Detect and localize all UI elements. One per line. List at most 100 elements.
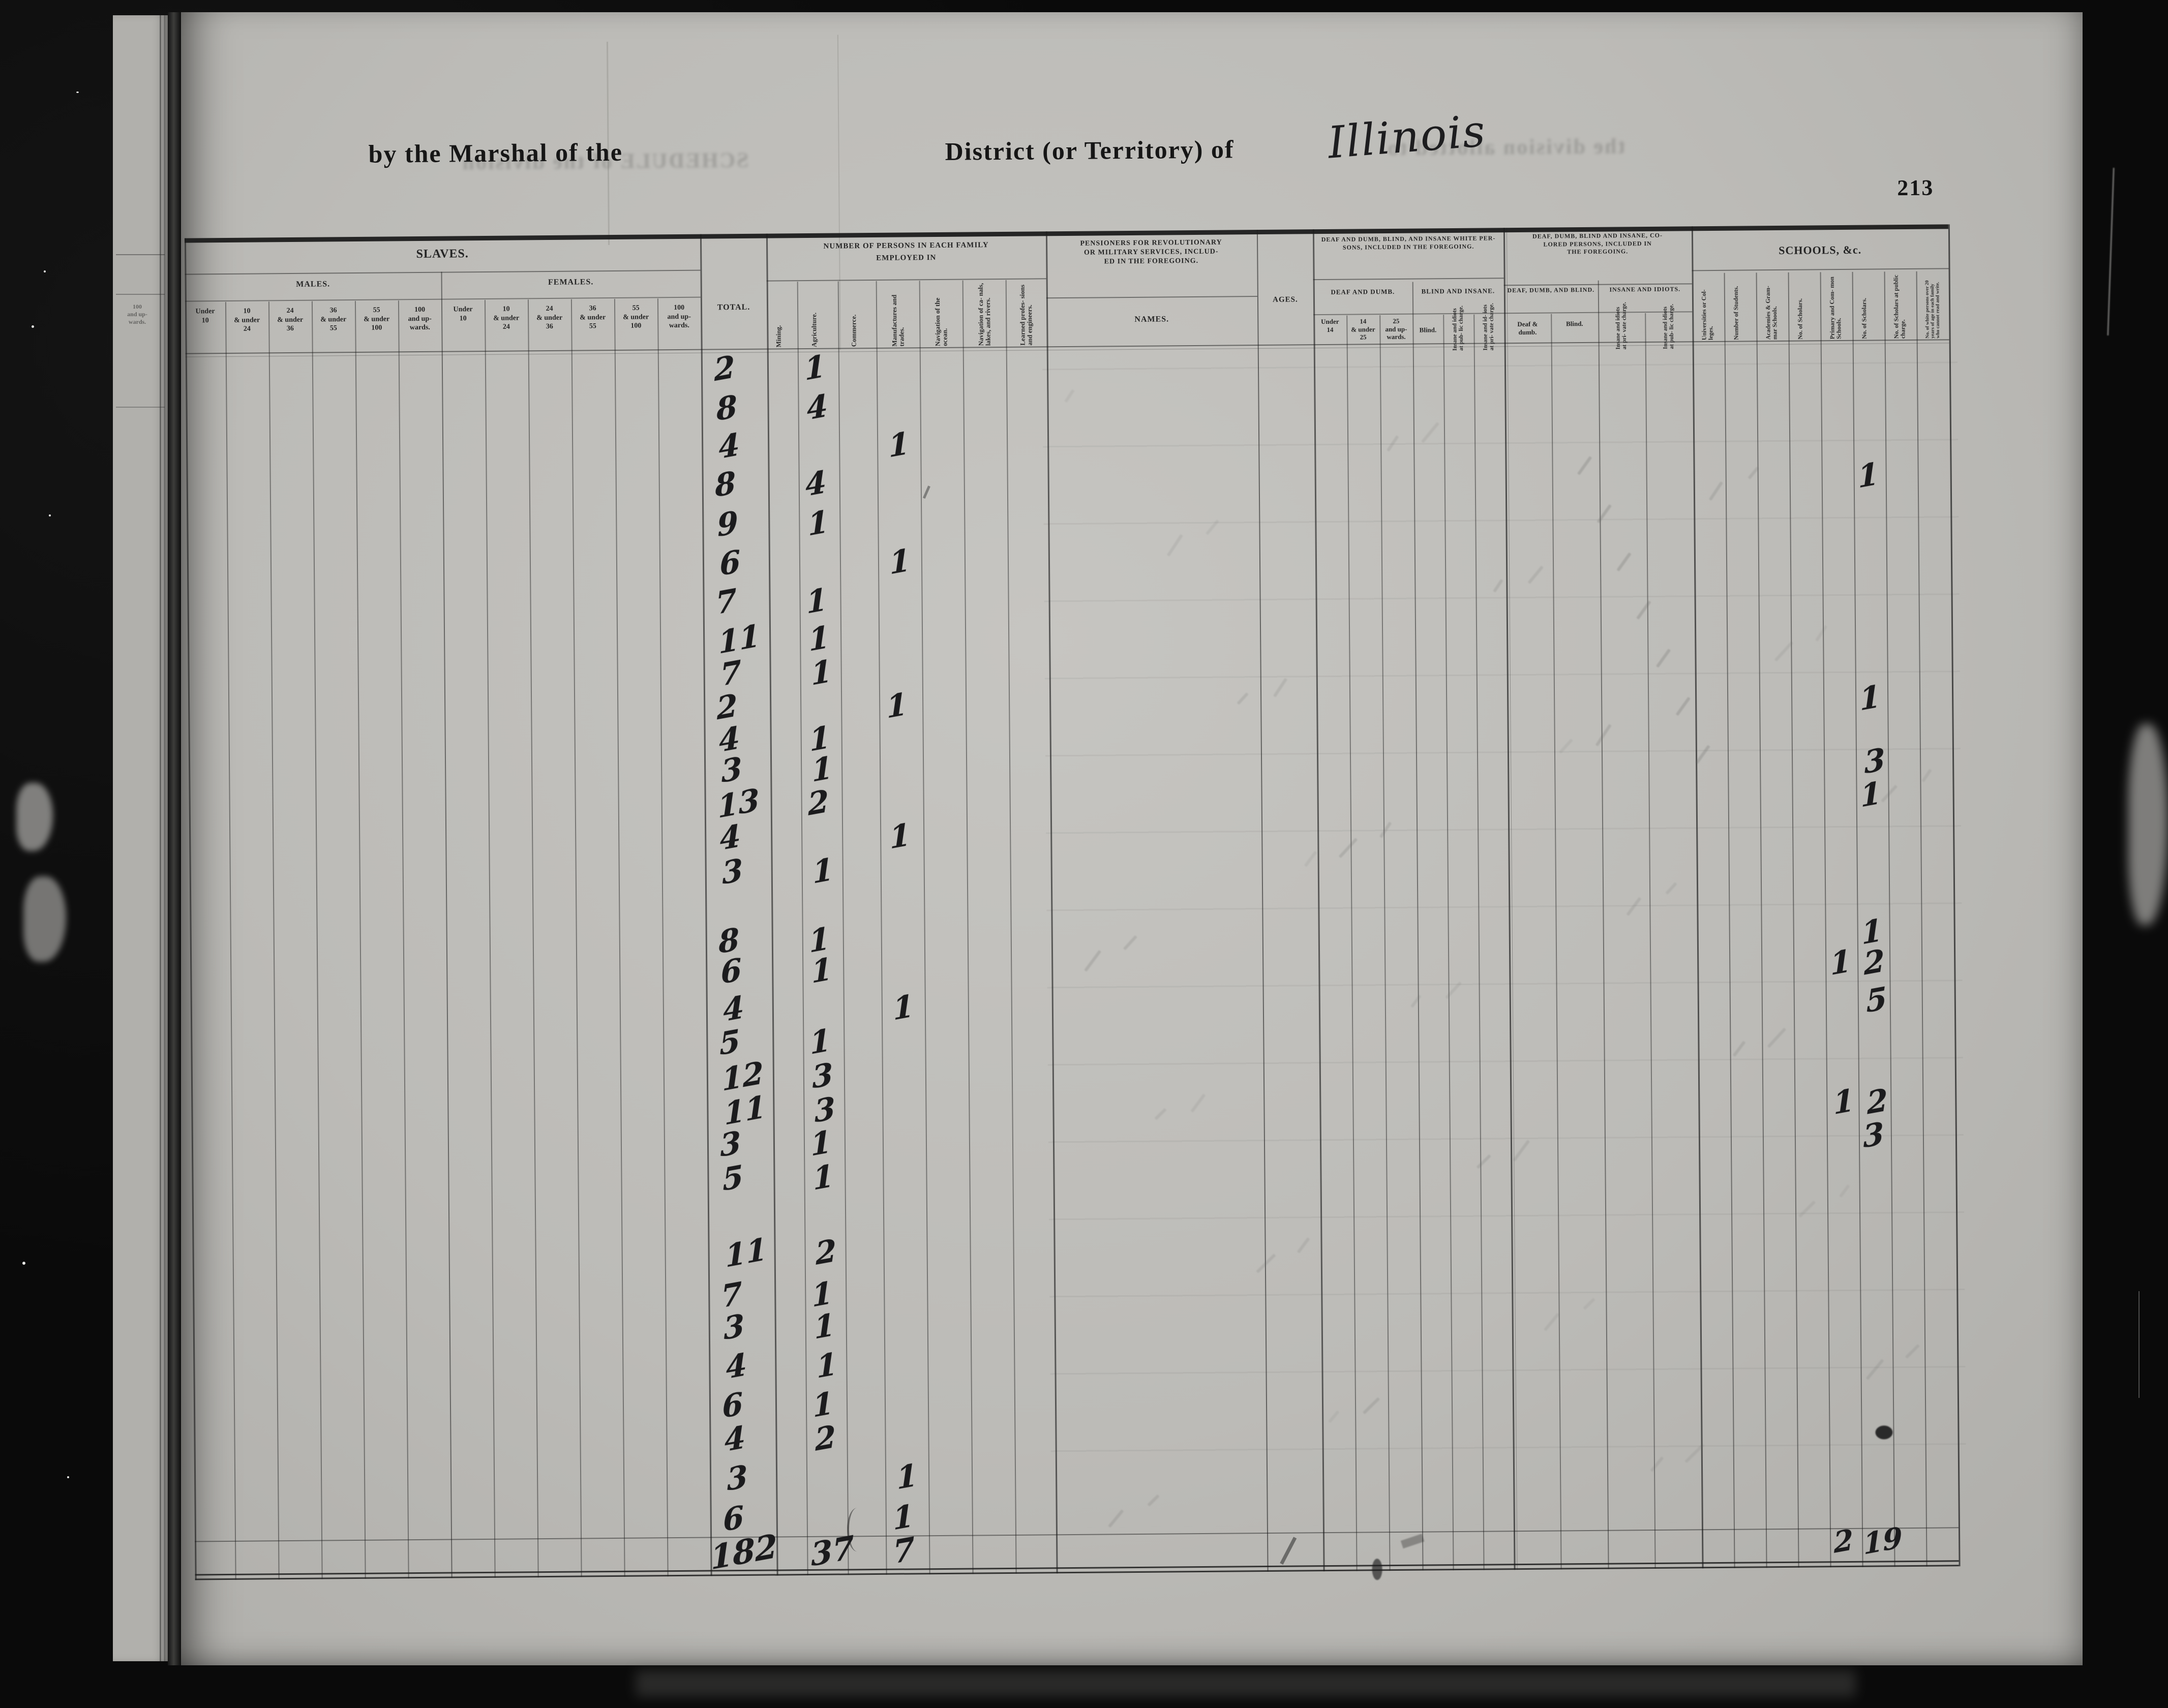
- table-column-rule: [1724, 272, 1735, 1568]
- entry-manufactures: 1: [888, 542, 911, 582]
- table-column-rule: [184, 238, 197, 1580]
- film-streak: [2139, 1291, 2140, 1398]
- table-column-rule: [837, 281, 849, 1575]
- table-column-rule: [311, 301, 323, 1579]
- schools-column-header: No. of Scholars at public charge.: [1892, 274, 1907, 339]
- schools-column-header: Universities or Col- leges.: [1700, 289, 1714, 341]
- schools-column-header: Number of Students.: [1732, 286, 1740, 340]
- employed-column-header: Commerce.: [849, 314, 858, 347]
- bleedthrough-stroke: [1798, 1200, 1816, 1218]
- table-column-rule: [225, 301, 236, 1580]
- entry-total: 7: [719, 654, 742, 694]
- entry-total: 6: [720, 952, 743, 992]
- employed-column-header: Mining.: [774, 325, 782, 348]
- entry-agriculture: 3: [811, 1056, 834, 1096]
- bleedthrough-stroke: [1513, 1140, 1530, 1162]
- entry-total: 2: [713, 349, 736, 389]
- bleedthrough-stroke: [1476, 1154, 1491, 1169]
- employed-title-line1: NUMBER OF PERSONS IN EACH FAMILY: [823, 241, 989, 251]
- slaves-male-age-column-header: Under 10: [195, 308, 215, 324]
- schools-section-title: SCHOOLS, &c.: [1779, 243, 1862, 257]
- entry-total: 4: [718, 426, 741, 467]
- entry-agriculture: 4: [804, 464, 827, 504]
- entry-total: 4: [725, 1347, 748, 1387]
- entry-manufactures: 1: [886, 686, 909, 726]
- entry-agriculture: 1: [812, 1157, 835, 1198]
- table-horizontal-rule: [185, 339, 1949, 354]
- table-column-rule: [1503, 228, 1516, 1570]
- entry-agriculture: 2: [815, 1232, 837, 1272]
- bleedthrough-stroke: [1445, 981, 1462, 999]
- entry-total: 4: [719, 818, 742, 858]
- colored-deaf-blind-column-header: Blind.: [1565, 320, 1583, 328]
- bleedthrough-stroke: [1921, 769, 1932, 783]
- entry-total: 3: [726, 1458, 749, 1499]
- film-artifact-blob: [23, 876, 66, 962]
- bleedthrough-stroke: [1732, 1041, 1746, 1057]
- census-sheet: SCHEDULE of the division the division al…: [175, 5, 2090, 1672]
- table-column-rule: [570, 299, 582, 1577]
- bleedthrough-stroke: [1616, 552, 1632, 572]
- bleedthrough-stroke: [1387, 435, 1399, 452]
- white-deaf-dumb-group-label: DEAF AND DUMB.: [1331, 287, 1395, 296]
- slaves-section-title: SLAVES.: [416, 247, 469, 261]
- bleedthrough-stroke: [1237, 692, 1249, 705]
- entry-no-of-scholars: 2: [1863, 942, 1886, 983]
- bleedthrough-stroke: [1597, 504, 1612, 524]
- entry-total: 3: [722, 1307, 745, 1348]
- bleedthrough-stroke: [1410, 994, 1422, 1008]
- bleedthrough-stroke: [1839, 1184, 1850, 1198]
- grand-total-primary-common-schools: 2: [1833, 1522, 1854, 1560]
- slaves-males-label: MALES.: [296, 280, 330, 289]
- entry-total: 8: [714, 465, 737, 505]
- entry-total: 4: [722, 989, 745, 1029]
- table-column-rule: [1045, 231, 1058, 1574]
- bleedthrough-stroke: [1577, 456, 1592, 475]
- ink-blot: [1875, 1425, 1893, 1440]
- bleedthrough-stroke: [1379, 821, 1392, 838]
- previous-page-edge: 100 and up- wards.: [113, 15, 168, 1661]
- table-column-rule: [1551, 314, 1562, 1570]
- colored-deaf-blind-group-label: DEAF, DUMB, AND BLIND.: [1507, 286, 1595, 294]
- slaves-female-age-column-header: 55 & under 100: [623, 304, 649, 330]
- table-horizontal-rule: [185, 269, 701, 275]
- stray-stroke: [1280, 1537, 1297, 1565]
- bleedthrough-stroke: [1905, 1344, 1920, 1359]
- employed-column-header: Navigation of the ocean.: [933, 297, 949, 347]
- table-column-rule: [1412, 282, 1424, 1571]
- slaves-female-age-column-header: 10 & under 24: [493, 305, 520, 331]
- bleedthrough-stroke: [1273, 678, 1288, 697]
- table-column-rule: [700, 234, 712, 1576]
- table-horizontal-rule: [1313, 313, 1504, 316]
- bleedthrough-stroke: [1166, 534, 1183, 557]
- slaves-females-label: FEMALES.: [548, 278, 594, 287]
- table-column-rule: [876, 281, 887, 1575]
- bleedthrough-stroke: [1865, 1359, 1884, 1380]
- entry-agriculture: 2: [807, 783, 830, 823]
- employed-column-header: Agriculture.: [810, 312, 818, 347]
- marshal-heading: by the Marshal of the: [368, 137, 623, 168]
- entry-agriculture: 1: [805, 581, 828, 621]
- bleedthrough-stroke: [1328, 1410, 1340, 1423]
- table-column-rule: [1473, 314, 1485, 1570]
- bleedthrough-stroke: [1493, 579, 1503, 593]
- schools-column-header: No. of Scholars.: [1796, 298, 1804, 340]
- slaves-female-age-column-header: 100 and up- wards.: [667, 303, 691, 330]
- slaves-male-age-column-header: 10 & under 24: [234, 307, 260, 333]
- bleedthrough-stroke: [1527, 565, 1544, 584]
- bleedthrough-stroke: [1362, 1397, 1380, 1415]
- entry-no-of-scholars: 5: [1865, 980, 1888, 1020]
- white-blind-insane-group-label: BLIND AND INSANE.: [1421, 287, 1495, 295]
- table-column-rule: [657, 298, 669, 1577]
- pensioners-title: PENSIONERS FOR REVOLUTIONARY OR MILITARY…: [1080, 238, 1222, 266]
- entry-agriculture: 1: [813, 1306, 836, 1347]
- previous-page-column-fragment: 100 and up- wards.: [127, 303, 147, 325]
- schools-column-header: No. of white persons over 20 years of ag…: [1924, 280, 1941, 339]
- entry-agriculture: 3: [814, 1090, 836, 1130]
- bleedthrough-stroke: [1583, 1298, 1595, 1310]
- employed-column-header: Learned profes- sions and engineers.: [1018, 284, 1034, 346]
- bleedthrough-stroke: [1338, 838, 1358, 859]
- entry-no-of-scholars: 2: [1866, 1082, 1889, 1122]
